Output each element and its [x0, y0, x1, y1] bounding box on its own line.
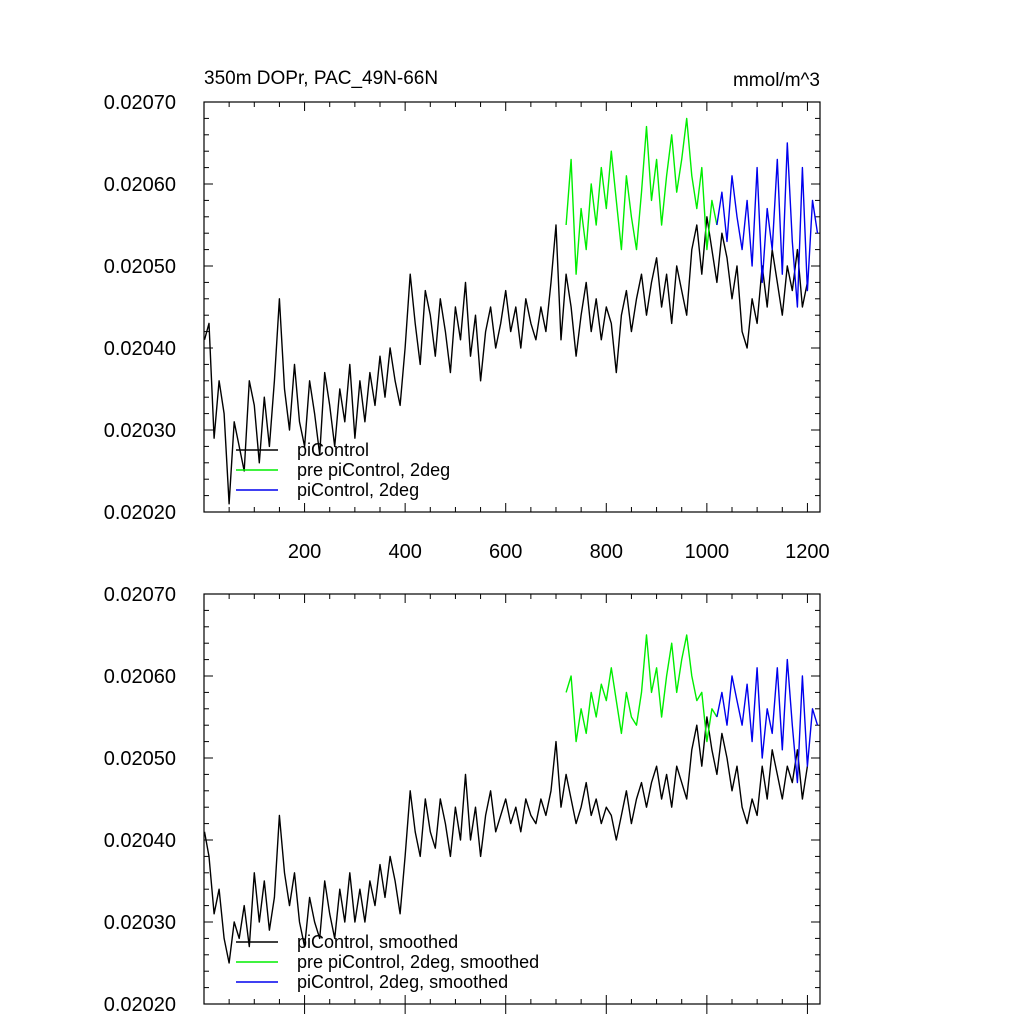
- x-tick-label: 200: [288, 541, 321, 563]
- y-tick-label: 0.02040: [104, 338, 176, 360]
- y-tick-label: 0.02020: [104, 502, 176, 524]
- units-label: mmol/m^3: [733, 70, 820, 91]
- x-tick-label: 1200: [785, 541, 830, 563]
- plot-frame: [203, 101, 821, 513]
- y-tick-label: 0.02060: [104, 666, 176, 688]
- series-line-pic_2deg: [716, 142, 819, 308]
- series-line-pre_2deg: [565, 117, 718, 275]
- series-line-pre_2deg: [565, 634, 718, 743]
- legend-label: piControl, 2deg: [297, 480, 419, 500]
- legend-label: pre piControl, 2deg: [297, 460, 450, 480]
- series-line-piControl: [203, 716, 809, 964]
- x-tick-label: 600: [489, 541, 522, 563]
- legend-label: pre piControl, 2deg, smoothed: [297, 952, 539, 972]
- y-tick-label: 0.02070: [104, 92, 176, 114]
- x-tick-label: 1000: [685, 541, 730, 563]
- legend-label: piControl: [297, 440, 369, 460]
- y-tick-label: 0.02060: [104, 174, 176, 196]
- y-tick-label: 0.02030: [104, 912, 176, 934]
- bottom-panel: 0.02020 0.02030 0.02040 0.02050 0.02060 0.020…: [104, 584, 821, 1016]
- plot-frame: [203, 593, 821, 1005]
- legend-label: piControl, 2deg, smoothed: [297, 972, 508, 992]
- y-tick-label: 0.02070: [104, 584, 176, 606]
- y-tick-label: 0.02030: [104, 420, 176, 442]
- y-tick-label: 0.02040: [104, 830, 176, 852]
- y-tick-label: 0.02050: [104, 256, 176, 278]
- series-line-piControl: [203, 216, 809, 505]
- series-line-pic_2deg: [716, 658, 819, 784]
- legend-label: piControl, smoothed: [297, 932, 458, 952]
- x-tick-label: 800: [590, 541, 623, 563]
- top-panel: 350m DOPr, PAC_49N-66N mmol/m^3 200 400 60…: [104, 68, 830, 563]
- chart-title: 350m DOPr, PAC_49N-66N: [204, 68, 438, 89]
- y-tick-label: 0.02050: [104, 748, 176, 770]
- y-tick-label: 0.02020: [104, 994, 176, 1016]
- x-tick-label: 400: [388, 541, 421, 563]
